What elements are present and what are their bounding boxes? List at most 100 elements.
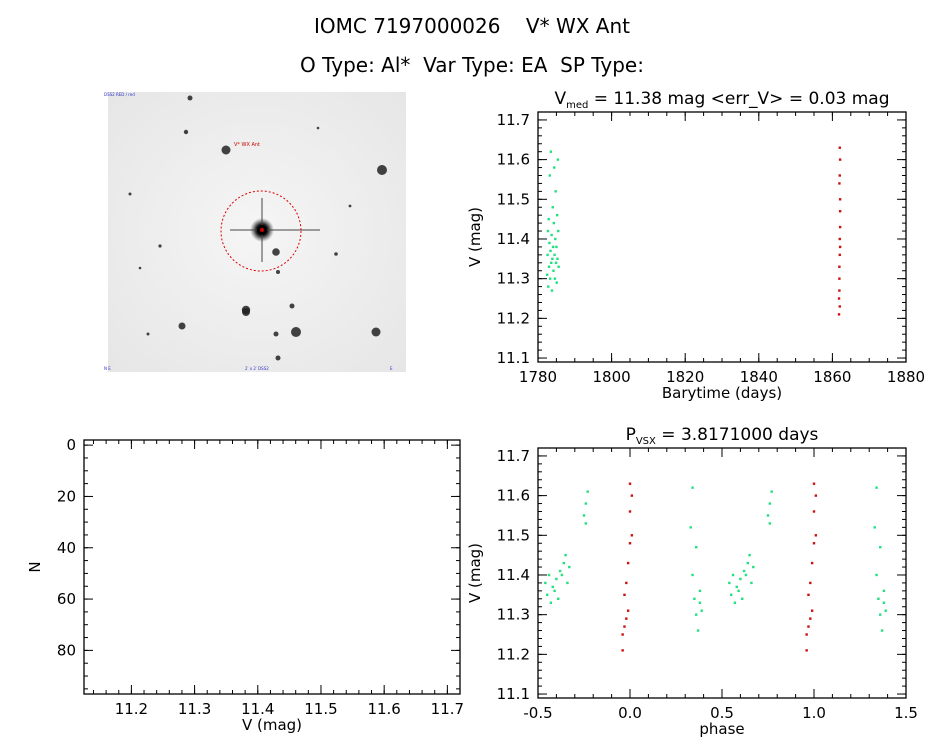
data-point (628, 542, 632, 545)
data-point (621, 633, 624, 636)
data-point (568, 565, 571, 569)
target-circle (220, 190, 302, 272)
data-point (882, 601, 886, 604)
data-point (547, 285, 550, 288)
data-point (550, 233, 553, 237)
y-tick-label: 40 (57, 539, 76, 557)
x-tick-label: 0.5 (710, 704, 734, 722)
data-point (731, 573, 735, 577)
x-tick-label: 11.2 (115, 700, 148, 718)
data-point (875, 573, 878, 577)
x-axis-label: Barytime (days) (662, 384, 782, 402)
data-point (838, 225, 842, 229)
data-point (551, 585, 554, 589)
header-star-name: IOMC 7197000026 V* WX Ant (314, 14, 630, 38)
y-tick-label: 11.6 (497, 487, 530, 505)
data-point (728, 581, 731, 585)
data-point (546, 253, 549, 257)
light-curve-chart: 1780 1800 1820 1840 1860 1880 11.1 11.2 11.3 11.4… (466, 89, 925, 402)
x-tick-label: 1820 (666, 368, 704, 386)
field-star (221, 145, 231, 155)
data-point (698, 589, 702, 593)
field-star (371, 327, 381, 337)
data-point (625, 581, 628, 585)
thumbnail-orientation-label: N E (104, 366, 111, 371)
field-star (187, 95, 193, 101)
field-star (183, 129, 189, 135)
data-point (551, 206, 554, 209)
data-point (550, 289, 554, 292)
data-point (838, 289, 841, 292)
y-tick-label: 11.5 (497, 526, 530, 544)
field-star (348, 204, 352, 208)
data-point (698, 601, 702, 604)
target-star (230, 198, 320, 262)
y-tick-label: 11.6 (497, 151, 530, 169)
data-point (548, 241, 551, 245)
data-point (552, 221, 556, 225)
data-point (555, 281, 558, 284)
header-type-line: O Type: Al* Var Type: EA SP Type: (300, 53, 644, 77)
data-point (838, 158, 842, 161)
data-point (553, 589, 556, 593)
data-point (746, 561, 749, 565)
y-tick-label: 11.3 (497, 270, 530, 288)
x-tick-label: 1.0 (802, 704, 826, 722)
data-point (810, 561, 814, 565)
data-point (557, 229, 560, 233)
data-point (548, 277, 552, 280)
data-point (838, 146, 841, 149)
data-point (562, 561, 565, 565)
data-point (814, 494, 818, 497)
y-tick-label: 0 (66, 436, 76, 454)
field-star (316, 126, 320, 130)
plot-frame (537, 111, 907, 363)
data-point (809, 581, 812, 585)
data-point (626, 609, 630, 612)
data-point (730, 593, 733, 597)
data-point (768, 502, 772, 505)
chart-title: PVSX = 3.8171000 days (626, 425, 819, 447)
data-point (691, 573, 694, 577)
data-point (807, 593, 810, 597)
data-point (875, 486, 878, 489)
data-point (549, 150, 553, 153)
data-point (879, 546, 882, 549)
phase-curve-chart: -0.5 0.0 0.5 1.0 1.5 11.1 11.2 11.3 11.4 11.5 11.6… (466, 425, 918, 738)
x-tick-label: 11.4 (241, 700, 274, 718)
y-tick-label: 11.2 (497, 309, 530, 327)
data-point (741, 597, 744, 600)
data-point (549, 601, 553, 604)
data-point (812, 510, 816, 513)
data-point (812, 542, 816, 545)
y-tick-label: 11.1 (497, 349, 530, 367)
data-point (838, 198, 842, 201)
y-tick-label: 11.4 (497, 230, 530, 248)
data-point (552, 166, 556, 169)
data-point (837, 297, 841, 300)
y-axis-label: N (26, 561, 44, 572)
data-point (696, 629, 700, 632)
data-point (555, 245, 558, 249)
field-star (377, 165, 387, 175)
data-point (810, 609, 814, 612)
y-axis-label: V (mag) (466, 207, 484, 267)
data-point (750, 581, 753, 585)
data-point (807, 625, 810, 628)
data-point (558, 569, 562, 573)
data-point (838, 265, 841, 268)
data-point (838, 174, 841, 177)
field-star (275, 355, 281, 361)
data-point (554, 237, 557, 241)
data-point (554, 261, 558, 264)
field-star (289, 303, 295, 309)
data-point (550, 261, 553, 264)
data-point (560, 573, 564, 577)
data-point (838, 277, 841, 280)
thumbnail-corner-label: E (390, 366, 393, 371)
data-point (882, 589, 886, 593)
x-axis-label: V (mag) (242, 716, 302, 734)
data-point (737, 589, 740, 593)
y-tick-label: 11.4 (497, 566, 530, 584)
data-point (838, 182, 841, 185)
